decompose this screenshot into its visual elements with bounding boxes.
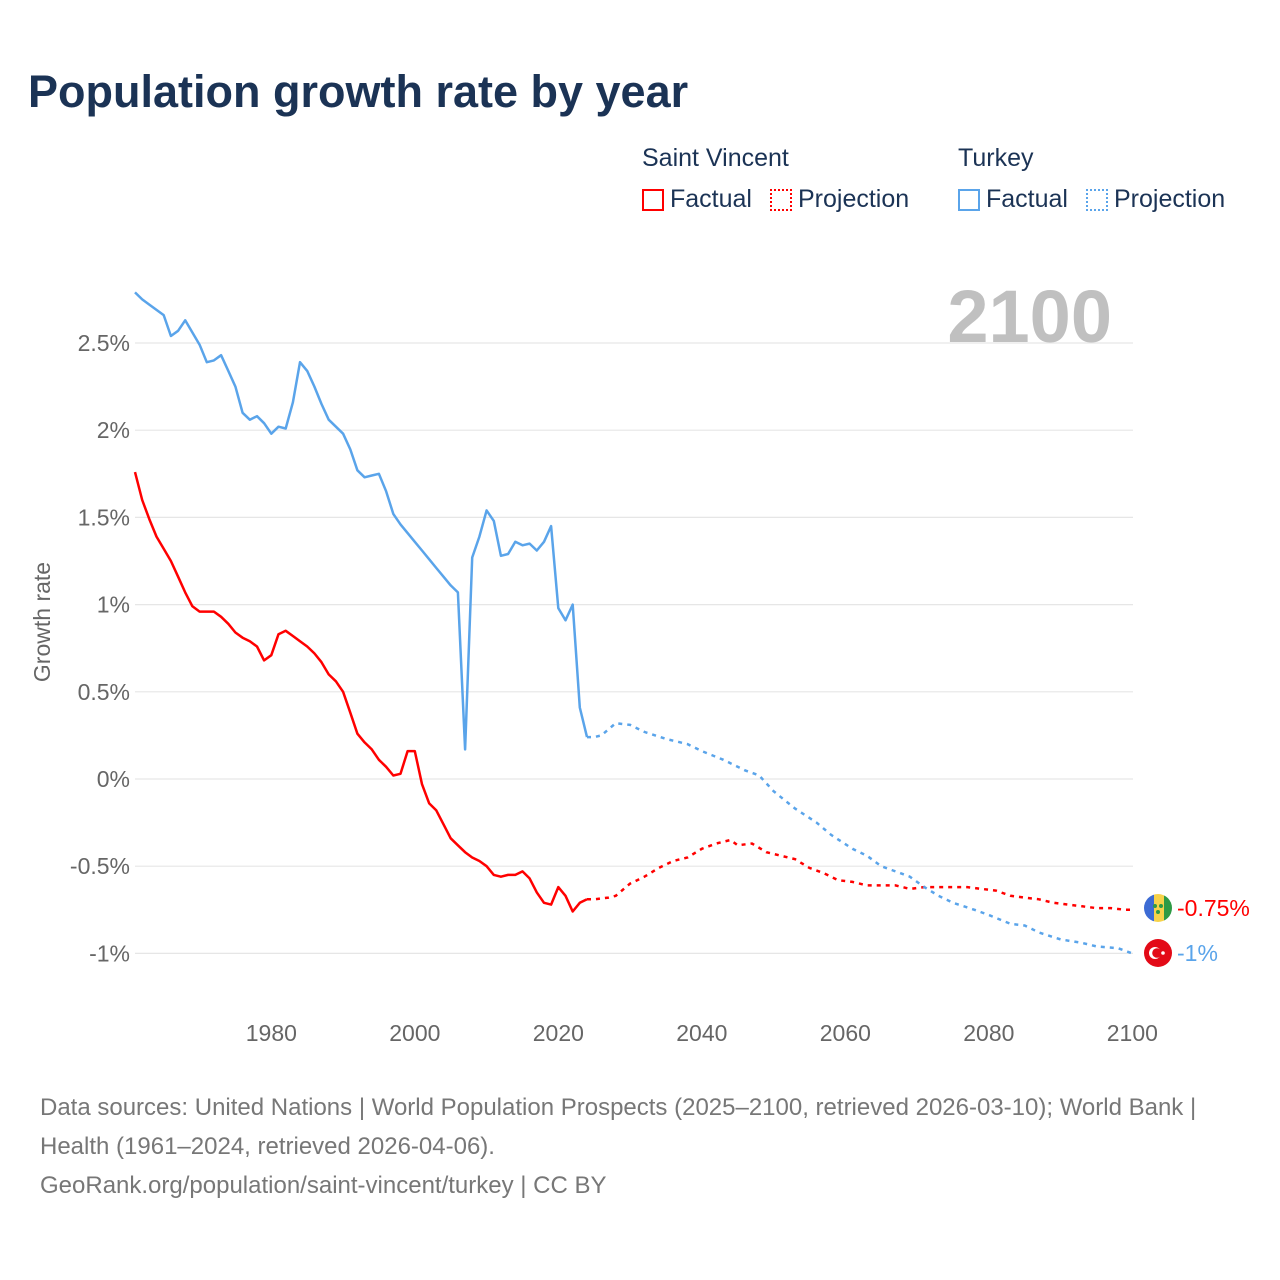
legend-item-turkey-projection[interactable]: Projection: [1085, 185, 1226, 214]
y-tick-label: -1%: [89, 940, 130, 966]
y-tick-label: -0.5%: [70, 853, 130, 879]
saint-vincent-end-label: -0.75%: [1177, 895, 1250, 921]
x-tick-label: 2020: [533, 1020, 584, 1046]
legend-label: Factual: [986, 185, 1068, 213]
legend-label: Projection: [797, 185, 910, 213]
turkey-projection-line: [587, 721, 1133, 955]
saint-vincent-projection-line: [587, 838, 1133, 912]
y-tick-label: 0.5%: [78, 679, 130, 705]
y-tick-label: 1%: [97, 592, 130, 618]
legend-item-saint-vincent-projection[interactable]: Projection: [769, 185, 910, 214]
year-indicator: 2100: [947, 275, 1112, 358]
legend-group-name: Turkey: [958, 144, 1034, 172]
y-axis-label: Growth rate: [29, 562, 55, 682]
turkey-end-label: -1%: [1177, 940, 1218, 966]
footer: Data sources: United Nations | World Pop…: [40, 1088, 1240, 1205]
legend-swatch: [1085, 188, 1108, 211]
y-tick-label: 0%: [97, 766, 130, 792]
legend-swatch: [958, 188, 980, 211]
legend-swatch: [642, 188, 664, 211]
x-tick-label: 2060: [820, 1020, 871, 1046]
x-tick-label: 2040: [676, 1020, 727, 1046]
y-tick-label: 2%: [97, 417, 130, 443]
legend-turkey: Turkey Factual Projection: [958, 144, 1225, 214]
legend-swatch: [769, 188, 792, 211]
legend-group-name: Saint Vincent: [642, 144, 789, 172]
x-tick-label: 2100: [1107, 1020, 1158, 1046]
legend-label: Projection: [1113, 185, 1226, 213]
y-tick-label: 2.5%: [78, 330, 130, 356]
x-tick-label: 2000: [389, 1020, 440, 1046]
chart-title: Population growth rate by year: [28, 66, 689, 117]
turkey-factual-line: [134, 291, 589, 751]
source-link[interactable]: GeoRank.org/population/saint-vincent/tur…: [40, 1172, 607, 1199]
x-tick-label: 2080: [963, 1020, 1014, 1046]
turkey-flag-icon: [1144, 939, 1172, 967]
saint-vincent-flag-icon: [1144, 894, 1172, 922]
data-sources: Data sources: United Nations | World Pop…: [40, 1094, 1197, 1160]
x-tick-label: 1980: [246, 1020, 297, 1046]
legend-saint-vincent: Saint Vincent Factual Projection: [642, 144, 909, 214]
y-tick-label: 1.5%: [78, 504, 130, 530]
legend-label: Factual: [670, 185, 752, 213]
saint-vincent-factual-line: [133, 471, 588, 913]
legend-item-turkey-factual[interactable]: Factual: [958, 185, 1068, 214]
legend-item-saint-vincent-factual[interactable]: Factual: [642, 185, 752, 214]
